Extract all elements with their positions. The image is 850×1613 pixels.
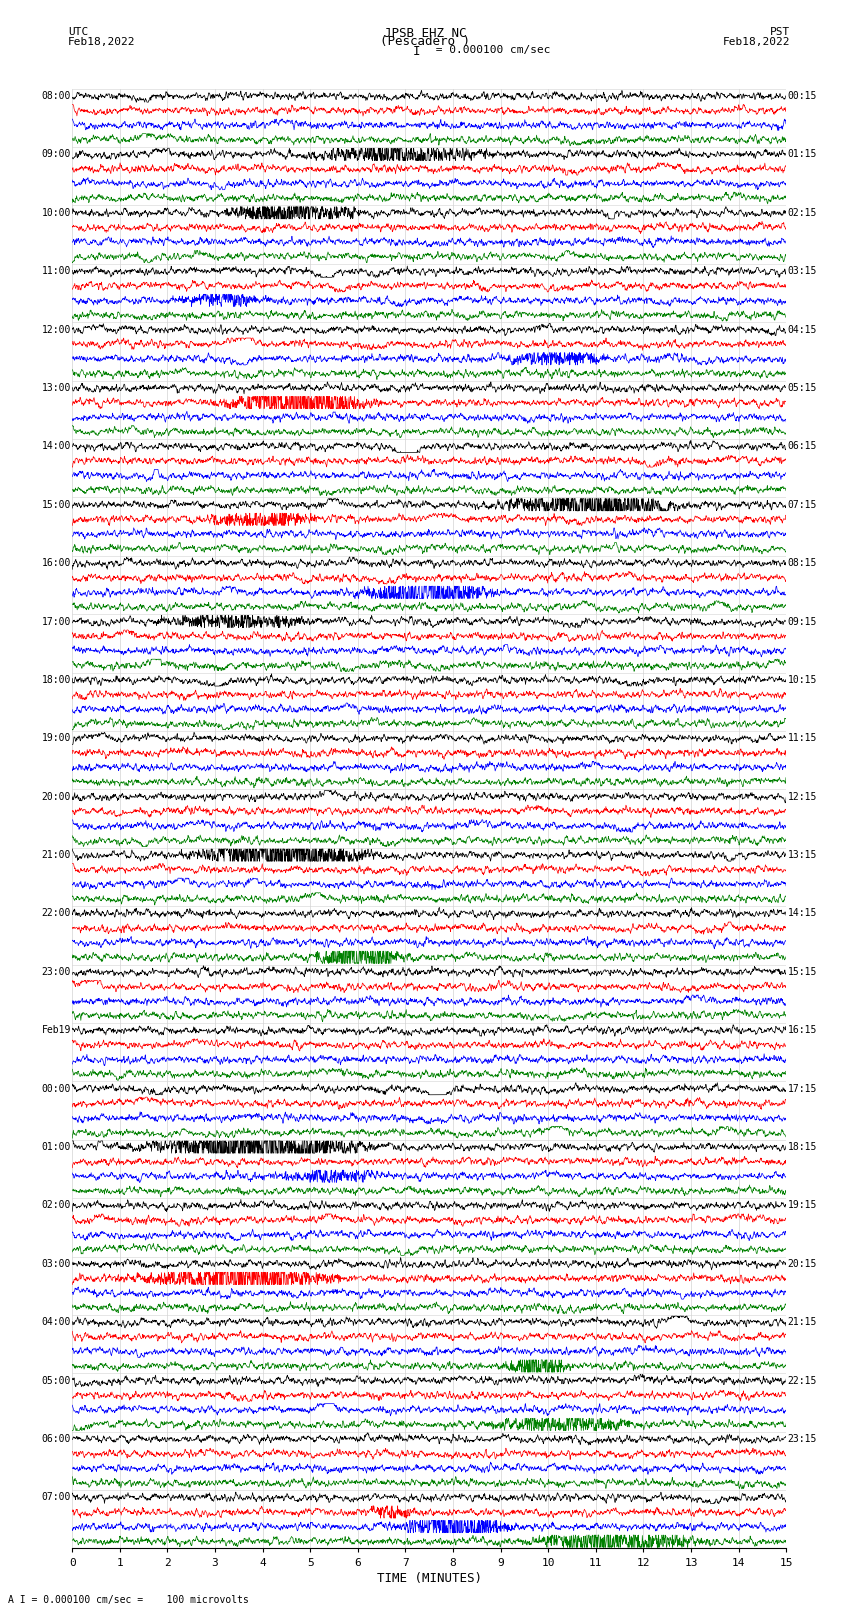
Text: 02:00: 02:00: [42, 1200, 71, 1210]
Text: UTC: UTC: [68, 27, 88, 37]
X-axis label: TIME (MINUTES): TIME (MINUTES): [377, 1571, 482, 1584]
Text: 16:15: 16:15: [788, 1026, 817, 1036]
Text: 14:00: 14:00: [42, 442, 71, 452]
Text: 04:00: 04:00: [42, 1318, 71, 1327]
Text: 13:00: 13:00: [42, 382, 71, 394]
Text: 08:15: 08:15: [788, 558, 817, 568]
Text: 19:00: 19:00: [42, 734, 71, 744]
Text: 07:15: 07:15: [788, 500, 817, 510]
Text: 08:00: 08:00: [42, 90, 71, 102]
Text: 18:15: 18:15: [788, 1142, 817, 1152]
Text: 20:00: 20:00: [42, 792, 71, 802]
Text: 09:00: 09:00: [42, 150, 71, 160]
Text: 01:15: 01:15: [788, 150, 817, 160]
Text: 22:00: 22:00: [42, 908, 71, 918]
Text: 03:00: 03:00: [42, 1258, 71, 1269]
Text: 12:00: 12:00: [42, 324, 71, 334]
Text: 22:15: 22:15: [788, 1376, 817, 1386]
Text: 09:15: 09:15: [788, 616, 817, 626]
Text: 13:15: 13:15: [788, 850, 817, 860]
Text: 07:00: 07:00: [42, 1492, 71, 1502]
Text: Feb18,2022: Feb18,2022: [68, 37, 135, 47]
Text: Feb19: Feb19: [42, 1026, 71, 1036]
Text: JPSB EHZ NC: JPSB EHZ NC: [383, 27, 467, 40]
Text: 12:15: 12:15: [788, 792, 817, 802]
Text: 15:15: 15:15: [788, 966, 817, 977]
Text: 23:00: 23:00: [42, 966, 71, 977]
Text: 00:00: 00:00: [42, 1084, 71, 1094]
Text: 23:15: 23:15: [788, 1434, 817, 1444]
Text: 06:00: 06:00: [42, 1434, 71, 1444]
Text: 20:15: 20:15: [788, 1258, 817, 1269]
Text: Feb18,2022: Feb18,2022: [723, 37, 791, 47]
Text: 01:00: 01:00: [42, 1142, 71, 1152]
Text: 17:00: 17:00: [42, 616, 71, 626]
Text: 11:15: 11:15: [788, 734, 817, 744]
Text: 15:00: 15:00: [42, 500, 71, 510]
Text: 21:00: 21:00: [42, 850, 71, 860]
Text: 00:15: 00:15: [788, 90, 817, 102]
Text: 05:00: 05:00: [42, 1376, 71, 1386]
Text: 03:15: 03:15: [788, 266, 817, 276]
Text: 14:15: 14:15: [788, 908, 817, 918]
Text: (Pescadero ): (Pescadero ): [380, 35, 470, 48]
Text: I: I: [413, 45, 421, 58]
Text: 10:00: 10:00: [42, 208, 71, 218]
Text: 17:15: 17:15: [788, 1084, 817, 1094]
Text: 04:15: 04:15: [788, 324, 817, 334]
Text: = 0.000100 cm/sec: = 0.000100 cm/sec: [429, 45, 551, 55]
Text: 18:00: 18:00: [42, 674, 71, 686]
Text: A I = 0.000100 cm/sec =    100 microvolts: A I = 0.000100 cm/sec = 100 microvolts: [8, 1595, 249, 1605]
Text: 21:15: 21:15: [788, 1318, 817, 1327]
Text: 16:00: 16:00: [42, 558, 71, 568]
Text: 05:15: 05:15: [788, 382, 817, 394]
Text: 19:15: 19:15: [788, 1200, 817, 1210]
Text: 02:15: 02:15: [788, 208, 817, 218]
Text: 11:00: 11:00: [42, 266, 71, 276]
Text: 06:15: 06:15: [788, 442, 817, 452]
Text: PST: PST: [770, 27, 790, 37]
Text: 10:15: 10:15: [788, 674, 817, 686]
